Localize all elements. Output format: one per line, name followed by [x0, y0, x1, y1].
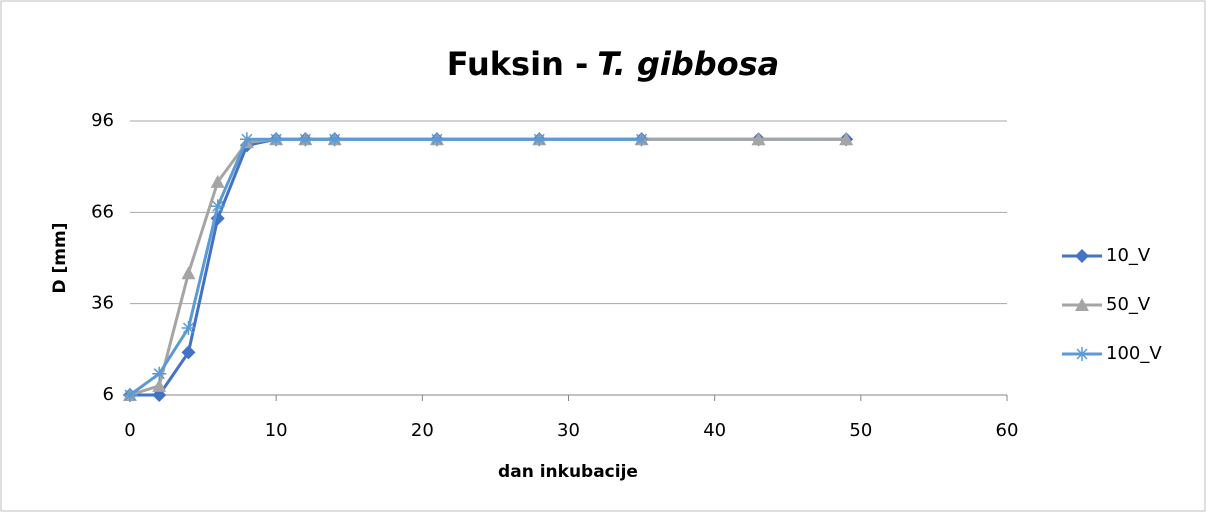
marker	[181, 266, 196, 280]
x-tick-label: 40	[703, 420, 726, 441]
marker	[839, 132, 854, 146]
x-tick-label: 10	[265, 420, 288, 441]
marker	[634, 132, 649, 147]
marker	[1075, 249, 1089, 263]
marker	[269, 132, 284, 147]
x-axis-label: dan inkubacije	[498, 462, 638, 482]
legend-label: 10_V	[1106, 245, 1151, 266]
y-tick-label: 96	[91, 110, 114, 131]
y-axis-label: D [mm]	[50, 223, 70, 294]
marker	[327, 132, 342, 147]
x-tick-label: 30	[557, 420, 580, 441]
title-italic: T. gibbosa	[597, 45, 779, 83]
marker	[239, 132, 254, 147]
marker	[181, 321, 196, 336]
title-main: Fuksin -	[447, 45, 589, 83]
marker	[298, 132, 313, 147]
chart-title: Fuksin - T. gibbosa	[447, 45, 780, 83]
y-tick-label: 36	[91, 293, 114, 314]
y-tick-label: 6	[103, 384, 114, 405]
marker	[429, 132, 444, 147]
x-tick-label: 50	[849, 420, 872, 441]
marker	[152, 378, 167, 392]
marker	[751, 132, 766, 146]
marker	[123, 388, 137, 402]
marker	[181, 345, 196, 360]
marker	[532, 132, 547, 147]
x-tick-label: 20	[411, 420, 434, 441]
marker	[210, 174, 225, 188]
marker	[1075, 347, 1089, 361]
x-tick-label: 0	[124, 420, 135, 441]
legend-label: 100_V	[1106, 343, 1162, 364]
x-tick-label: 60	[996, 420, 1019, 441]
marker	[1075, 298, 1089, 311]
marker	[210, 199, 225, 214]
legend-label: 50_V	[1106, 294, 1151, 315]
marker	[152, 366, 167, 381]
y-tick-label: 66	[91, 201, 114, 222]
